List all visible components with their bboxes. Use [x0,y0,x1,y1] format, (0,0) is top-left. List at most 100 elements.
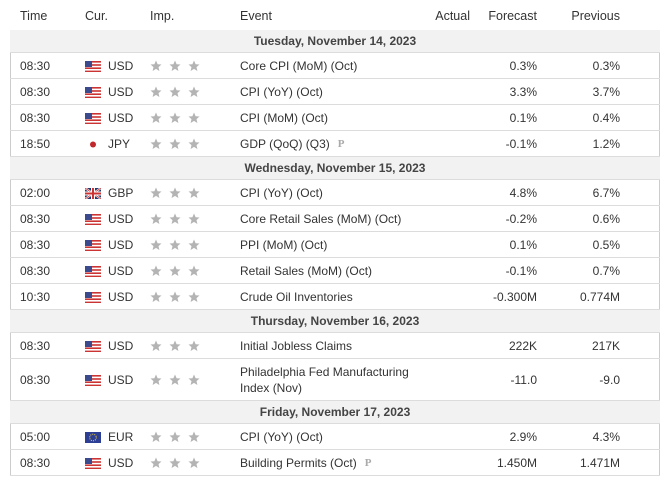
flag [85,291,101,303]
column-header: Forecast [488,9,537,23]
forecast: -0.2% [505,211,537,226]
forecast: -11.0 [510,372,537,387]
forecast: 1.450M [496,455,537,470]
event-row: 08:30 USD Core Retail Sales (MoM) (Oct) -0.… [10,206,660,232]
importance-stars [150,291,200,302]
time: 02:00 [20,185,51,200]
column-header: Previous [571,9,620,23]
importance-stars [150,60,200,71]
event-row: 18:50 JPY GDP (QoQ) (Q3) P -0.1% 1.2% [10,131,660,157]
previous: 0.6% [592,211,620,226]
time: 18:50 [20,136,51,151]
event-text: Philadelphia Fed Manufacturing Index (No… [240,364,409,395]
currency: USD [108,263,134,278]
forecast: 3.3% [509,84,537,99]
time: 08:30 [20,211,51,226]
event-row: 02:00 GBP CPI (YoY) (Oct) 4.8% 6.7% [10,180,660,206]
currency: USD [108,338,134,353]
flag [85,213,101,225]
currency: USD [108,211,134,226]
event-row: 05:00 EUR CPI (YoY) (Oct) 2.9% 4.3% [10,424,660,450]
previous: 1.471M [579,455,620,470]
importance-stars [150,187,200,198]
day-row: Friday, November 17, 2023 [10,401,660,424]
event-text: Core Retail Sales (MoM) (Oct) [240,211,402,226]
time: 08:30 [20,455,51,470]
importance-stars [150,138,200,149]
column-header: Cur. [85,9,108,23]
column-header: Actual [435,9,470,23]
event-name: CPI (MoM) (Oct) [240,105,425,130]
event-name: GDP (QoQ) (Q3) P [240,131,425,156]
day-row: Tuesday, November 14, 2023 [10,30,660,53]
day-row: Wednesday, November 15, 2023 [10,157,660,180]
event-name: Core CPI (MoM) (Oct) [240,53,425,78]
flag [85,187,101,199]
flag [85,340,101,352]
event-name: Retail Sales (MoM) (Oct) [240,258,425,283]
event-text: CPI (YoY) (Oct) [240,185,323,200]
column-header: Time [20,9,48,23]
currency: USD [108,372,134,387]
event-text: Building Permits (Oct) [240,455,357,470]
event-row: 08:30 USD Initial Jobless Claims 222K 217K [10,333,660,359]
preliminary-icon: P [337,137,345,150]
forecast: 222K [508,338,537,353]
flag [85,60,101,72]
time: 08:30 [20,372,51,387]
time: 08:30 [20,58,51,73]
column-header: Imp. [150,9,175,23]
day-label: Tuesday, November 14, 2023 [253,34,417,48]
time: 08:30 [20,110,51,125]
event-text: PPI (MoM) (Oct) [240,237,328,252]
currency: USD [108,289,134,304]
day-label: Wednesday, November 15, 2023 [244,161,426,175]
event-name: CPI (YoY) (Oct) [240,180,425,205]
day-label: Thursday, November 16, 2023 [250,314,420,328]
event-name: Initial Jobless Claims [240,333,425,358]
event-name: CPI (YoY) (Oct) [240,79,425,104]
forecast: -0.1% [505,136,537,151]
previous: 1.2% [592,136,620,151]
flag [85,112,101,124]
event-text: Core CPI (MoM) (Oct) [240,58,358,73]
time: 08:30 [20,237,51,252]
event-row: 10:30 USD Crude Oil Inventories -0.300M 0.77… [10,284,660,310]
forecast: -0.300M [492,289,537,304]
preliminary-icon: P [364,456,372,469]
forecast: 0.3% [509,58,537,73]
currency: USD [108,58,134,73]
previous: 217K [591,338,620,353]
flag [85,265,101,277]
forecast: 2.9% [509,429,537,444]
flag [85,431,101,443]
event-name: Philadelphia Fed Manufacturing Index (No… [240,359,425,400]
forecast: 4.8% [509,185,537,200]
currency: JPY [108,136,131,151]
event-text: Crude Oil Inventories [240,289,353,304]
event-row: 08:30 USD Philadelphia Fed Manufacturing I… [10,359,660,401]
event-name: Building Permits (Oct) P [240,450,425,475]
time: 08:30 [20,338,51,353]
previous: -9.0 [599,372,620,387]
event-text: CPI (YoY) (Oct) [240,84,323,99]
forecast: 0.1% [509,110,537,125]
event-text: GDP (QoQ) (Q3) [240,136,330,151]
currency: USD [108,455,134,470]
event-text: CPI (YoY) (Oct) [240,429,323,444]
event-text: CPI (MoM) (Oct) [240,110,328,125]
importance-stars [150,431,200,442]
event-row: 08:30 USD Retail Sales (MoM) (Oct) -0.1% 0.7… [10,258,660,284]
importance-stars [150,457,200,468]
event-row: 08:30 USD CPI (YoY) (Oct) 3.3% 3.7% [10,79,660,105]
importance-stars [150,86,200,97]
currency: USD [108,110,134,125]
time: 10:30 [20,289,51,304]
previous: 4.3% [592,429,620,444]
event-text: Retail Sales (MoM) (Oct) [240,263,373,278]
currency: GBP [108,185,134,200]
previous: 6.7% [592,185,620,200]
day-label: Friday, November 17, 2023 [259,405,411,419]
event-name: CPI (YoY) (Oct) [240,424,425,449]
event-name: PPI (MoM) (Oct) [240,232,425,257]
